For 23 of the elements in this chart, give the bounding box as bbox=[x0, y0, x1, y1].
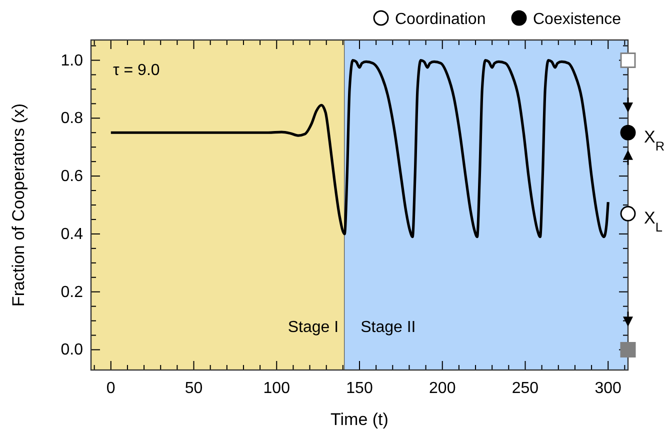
annotation: X$_{R}$ bbox=[644, 128, 665, 154]
y-tick-label: 1.0 bbox=[60, 52, 84, 70]
x-tick-label: 200 bbox=[429, 380, 456, 397]
x-tick-label: 100 bbox=[263, 380, 290, 397]
x-tick-label: 50 bbox=[184, 380, 203, 397]
line-series bbox=[110, 58, 610, 238]
band-label: Stage I bbox=[288, 319, 339, 336]
x-tick-label: 0 bbox=[106, 380, 116, 397]
band-label: Stage II bbox=[360, 319, 416, 336]
legend-label: Coexistence bbox=[533, 11, 622, 28]
x-axis-title: Time (t) bbox=[330, 410, 388, 429]
annotation: τ = 9.0 bbox=[113, 62, 160, 79]
x-tick-label: 250 bbox=[512, 380, 539, 397]
y-tick-label: 0.6 bbox=[60, 168, 84, 186]
x-tick-label: 150 bbox=[346, 380, 373, 397]
y-tick-label: 0.0 bbox=[60, 342, 84, 359]
x-tick-label: 300 bbox=[594, 380, 622, 397]
legend-label: Coordination bbox=[395, 11, 486, 28]
y-tick-label: 0.4 bbox=[60, 226, 84, 243]
y-tick-label: 0.2 bbox=[60, 284, 84, 301]
y-tick-label: 0.8 bbox=[60, 110, 84, 128]
annotation: X$_{L}$ bbox=[644, 208, 662, 234]
y-axis-title: Fraction of Cooperators (x) bbox=[9, 103, 28, 307]
